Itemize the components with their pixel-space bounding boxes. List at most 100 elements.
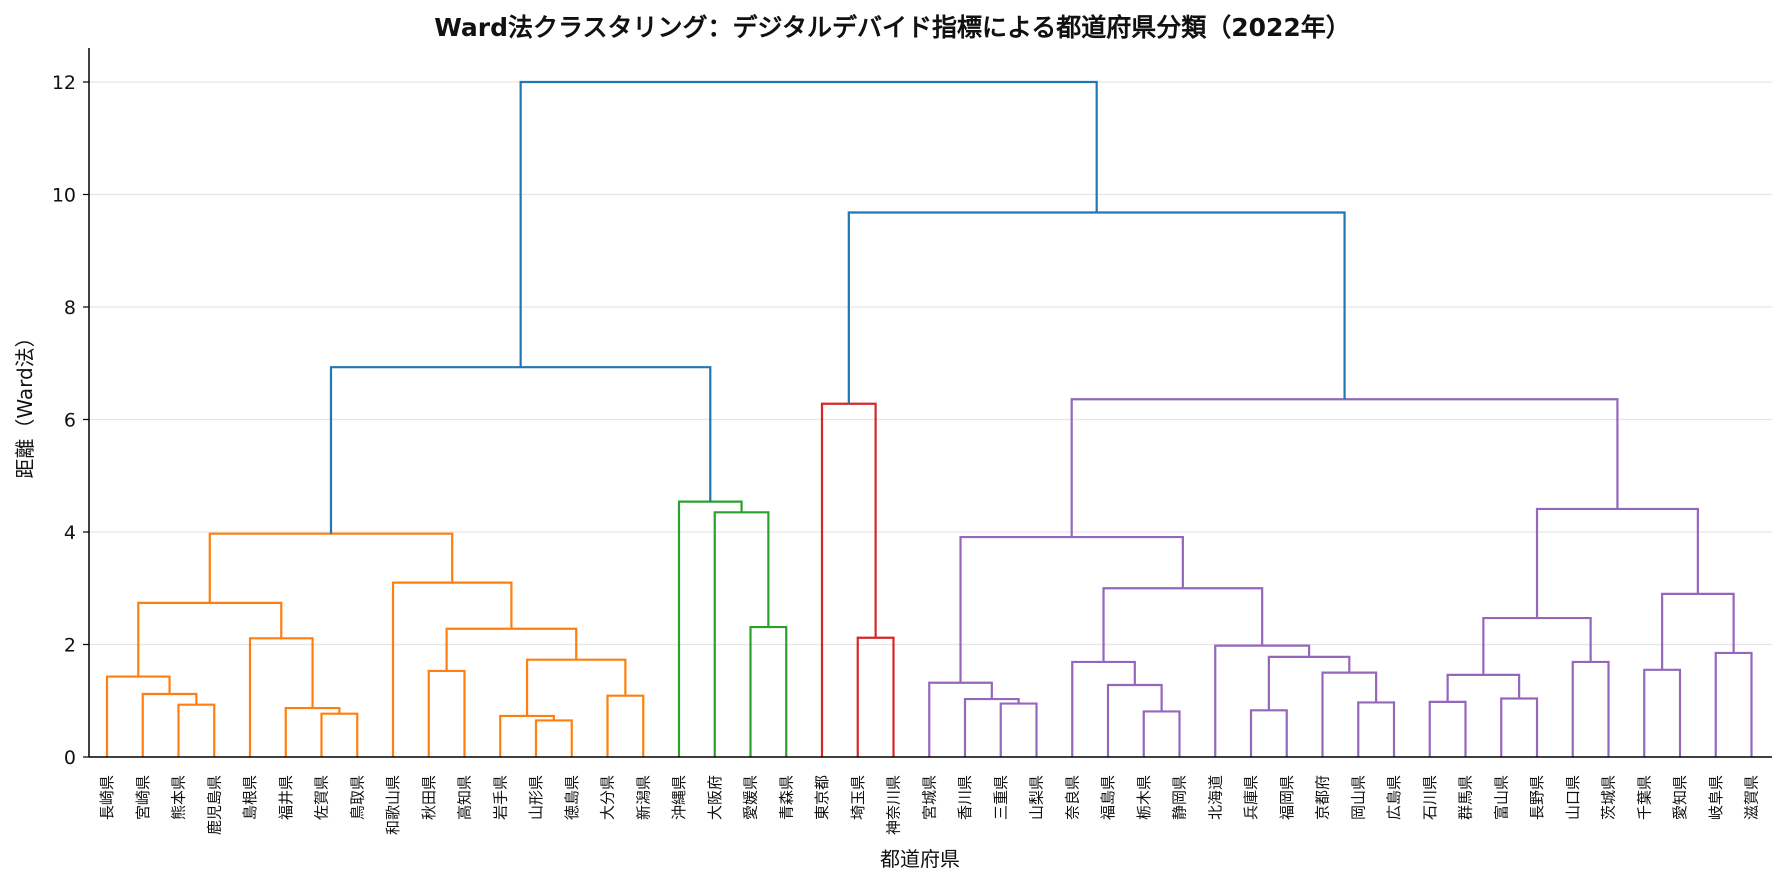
dendrogram-link: [525, 658, 627, 716]
dendrogram-link: [1661, 592, 1735, 670]
dendrogram-link: [928, 681, 993, 757]
leaf-label: 愛知県: [1671, 775, 1689, 820]
leaf-label: 新潟県: [634, 775, 652, 820]
dendrogram-link: [320, 712, 359, 757]
leaf-label: 群馬県: [1457, 775, 1475, 820]
leaf-label: 愛媛県: [742, 775, 760, 820]
dendrogram-link: [1500, 697, 1539, 757]
y-tick-label: 8: [64, 297, 76, 319]
dendrogram-link: [959, 535, 1184, 683]
leaf-label: 千葉県: [1635, 775, 1653, 820]
dendrogram-link: [749, 625, 788, 757]
dendrogram-link: [1106, 683, 1163, 757]
leaf-label: 宮城県: [920, 775, 938, 820]
leaf-label: 長崎県: [98, 775, 116, 820]
leaf-label: 大阪府: [706, 775, 724, 820]
dendrogram-link: [713, 511, 770, 757]
dendrogram-link: [1267, 655, 1351, 711]
dendrogram-link: [820, 402, 877, 757]
leaf-label: 京都府: [1314, 775, 1332, 820]
y-axis-ticks: 0 2 4 6 8 10 12: [52, 72, 89, 769]
dendrogram-link: [445, 627, 578, 671]
dendrogram-link: [137, 601, 283, 677]
leaf-label: 北海道: [1206, 775, 1224, 820]
dendrogram-link: [677, 500, 743, 757]
leaf-label: 岐阜県: [1707, 775, 1725, 820]
leaf-label: 埼玉県: [849, 775, 867, 820]
leaf-label: 兵庫県: [1242, 775, 1260, 820]
y-tick-label: 2: [64, 635, 76, 657]
leaf-label: 佐賀県: [313, 775, 331, 820]
dendrogram-link: [856, 636, 895, 757]
y-tick-label: 10: [52, 185, 76, 207]
x-axis-leaf-labels: 長崎県 宮崎県 熊本県 鹿児島県 島根県 福井県 佐賀県 鳥取県 和歌山県 秋田県 高知県 岩手県 山形…: [98, 775, 1761, 835]
dendrogram-link: [391, 581, 513, 757]
leaf-label: 青森県: [777, 775, 795, 820]
leaf-label: 静岡県: [1171, 775, 1189, 820]
dendrogram-link: [208, 532, 454, 603]
dendrogram-link: [847, 211, 1346, 404]
dendrogram-link: [1071, 660, 1136, 757]
dendrogram-link: [284, 706, 341, 757]
leaf-label: 東京都: [813, 775, 831, 820]
leaf-label: 福島県: [1099, 775, 1117, 820]
y-tick-label: 12: [52, 72, 76, 94]
dendrogram-link: [329, 366, 712, 534]
leaf-label: 山口県: [1564, 775, 1582, 820]
leaf-label: 宮崎県: [134, 775, 152, 820]
dendrogram-link: [1321, 671, 1378, 757]
dendrogram-link: [1482, 616, 1592, 675]
dendrogram-link: [105, 675, 171, 757]
leaf-label: 沖縄県: [670, 775, 688, 820]
dendrogram-link: [1428, 700, 1467, 757]
leaf-label: 島根県: [241, 775, 259, 820]
dendrogram-link: [1643, 668, 1682, 757]
leaf-label: 鳥取県: [348, 775, 366, 820]
leaf-label: 神奈川県: [885, 775, 903, 835]
dendrogram-link: [1214, 644, 1311, 757]
x-axis-title: 都道府県: [880, 847, 960, 871]
dendrogram-link: [499, 714, 555, 757]
dendrogram-link: [427, 669, 466, 757]
dendrogram-link: [1357, 701, 1396, 757]
leaf-label: 福井県: [277, 775, 295, 820]
leaf-label: 山形県: [527, 775, 545, 820]
leaf-label: 和歌山県: [384, 775, 402, 835]
leaf-label: 徳島県: [563, 775, 581, 820]
leaf-label: 栃木県: [1135, 775, 1153, 820]
leaf-label: 岩手県: [491, 775, 509, 820]
leaf-label: 鹿児島県: [205, 775, 223, 835]
dendrogram-link: [963, 697, 1020, 757]
dendrogram-link: [1142, 710, 1181, 757]
leaf-label: 香川県: [956, 775, 974, 820]
y-tick-label: 6: [64, 410, 76, 432]
leaf-label: 石川県: [1421, 775, 1439, 820]
leaf-label: 熊本県: [170, 775, 188, 820]
dendrogram-link: [534, 719, 573, 757]
dendrogram-link: [1714, 651, 1753, 757]
dendrogram-links: [105, 80, 1753, 757]
leaf-label: 富山県: [1492, 775, 1510, 820]
leaf-label: 岡山県: [1349, 775, 1367, 820]
leaf-label: 福岡県: [1278, 775, 1296, 820]
dendrogram-link: [248, 637, 314, 757]
dendrogram-link: [177, 703, 216, 757]
leaf-label: 広島県: [1385, 775, 1403, 820]
dendrogram-link: [1535, 507, 1699, 619]
dendrogram-link: [1571, 660, 1610, 757]
leaf-label: 奈良県: [1063, 775, 1081, 820]
dendrogram-link: [141, 692, 198, 757]
leaf-label: 滋賀県: [1743, 775, 1761, 820]
grid-lines: [89, 81, 1772, 646]
dendrogram-link: [606, 694, 645, 757]
dendrogram-link: [999, 702, 1038, 757]
y-tick-label: 0: [64, 747, 76, 769]
leaf-label: 長野県: [1528, 775, 1546, 820]
leaf-label: 山梨県: [1028, 775, 1046, 820]
leaf-label: 茨城県: [1600, 775, 1618, 820]
leaf-label: 秋田県: [420, 775, 438, 820]
leaf-label: 大分県: [599, 775, 617, 820]
y-axis-title: 距離（Ward法）: [13, 327, 37, 478]
dendrogram-link: [519, 80, 1098, 368]
